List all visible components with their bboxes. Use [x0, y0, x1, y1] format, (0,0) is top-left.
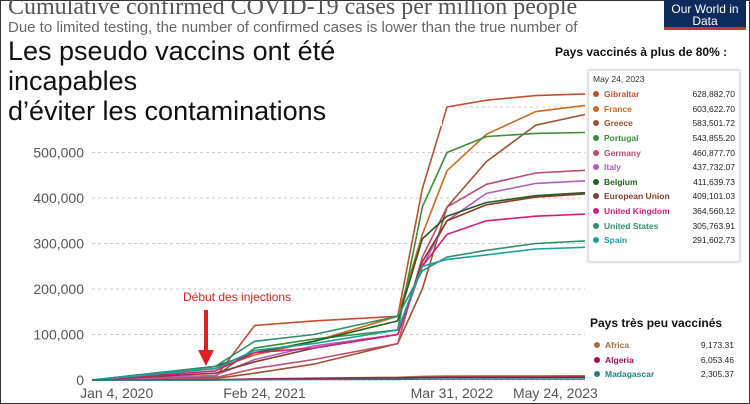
- y-tick-label: 0: [76, 372, 84, 388]
- overlay-line-1: Les pseudo vaccins ont été incapables: [8, 36, 336, 96]
- series-line-united-kingdom: [91, 213, 586, 381]
- legend-country-name: Africa: [605, 340, 630, 351]
- legend-country-value: 364,560.12: [692, 206, 735, 217]
- legend-dot-icon: [593, 193, 599, 200]
- series-line-european-union: [91, 193, 586, 381]
- legend-dot-icon: [594, 342, 600, 349]
- legend-country-value: 437,732.07: [692, 162, 735, 173]
- x-tick-label: Mar 31, 2022: [411, 385, 494, 401]
- legend-country-name: Gibraltar: [604, 89, 640, 100]
- vaccinated-legend-row[interactable]: Spain 291,602.73: [589, 233, 739, 248]
- legend-country-value: 628,882.70: [692, 89, 735, 100]
- x-tick-label: Feb 24, 2021: [223, 385, 306, 401]
- legend-dot-icon: [593, 135, 599, 142]
- legend-date: May 24, 2023: [593, 74, 645, 84]
- legend-dot-icon: [593, 222, 599, 229]
- low-vaccinated-legend: Africa 9,173.31 Algeria 6,053.46 Madagascar 2…: [590, 338, 738, 388]
- vaccinated-legend-row[interactable]: Italy 437,732.07: [589, 160, 739, 175]
- vaccinated-legend-row[interactable]: United Kingdom 364,560.12: [589, 204, 739, 219]
- legend-dot-icon: [594, 356, 600, 363]
- legend-country-value: 460,877.70: [692, 147, 735, 158]
- legend-country-name: Madagascar: [605, 369, 655, 380]
- legend-dot-icon: [593, 178, 599, 185]
- x-tick-label: May 24, 2023: [513, 385, 598, 401]
- legend-country-name: Greece: [604, 118, 633, 129]
- legend-dot-icon: [593, 149, 599, 156]
- legend-country-name: United States: [604, 220, 659, 231]
- vaccinated-legend-row[interactable]: Germany 460,877.70: [589, 145, 739, 160]
- legend-dot-icon: [593, 208, 599, 215]
- injection-annotation: Début des injections: [183, 290, 292, 304]
- x-tick-label: Jan 4, 2020: [80, 385, 153, 401]
- legend-country-value: 409,101.03: [692, 191, 735, 202]
- legend-country-name: United Kingdom: [604, 206, 670, 217]
- vaccinated-legend-heading: Pays vaccinés à plus de 80% :: [555, 45, 728, 59]
- vaccinated-legend-row[interactable]: Belgium 411,639.73: [589, 175, 739, 190]
- legend-country-name: European Union: [604, 191, 670, 202]
- owid-logo: Our World in Data: [664, 0, 746, 30]
- series-line-italy: [91, 180, 586, 381]
- legend-dot-icon: [593, 237, 599, 244]
- series-line-gibraltar: [91, 93, 586, 381]
- overlay-caption: Les pseudo vaccins ont été incapables d’…: [4, 36, 442, 126]
- legend-country-value: 305,763.91: [692, 220, 735, 231]
- vaccinated-legend-row[interactable]: United States 305,763.91: [589, 218, 739, 233]
- vaccinated-legend-row[interactable]: Portugal 543,855.20: [589, 131, 739, 146]
- low-vaccinated-legend-row[interactable]: Algeria 6,053.46: [590, 353, 738, 368]
- legend-country-value: 6,053.46: [700, 354, 734, 365]
- legend-dot-icon: [593, 120, 599, 127]
- legend-country-name: Portugal: [604, 133, 639, 144]
- vaccinated-legend: May 24, 2023 Gibraltar 628,882.70 France 60…: [588, 70, 740, 262]
- legend-country-value: 603,622.70: [692, 103, 735, 114]
- low-vaccinated-legend-row[interactable]: Africa 9,173.31: [590, 338, 738, 353]
- legend-country-name: Algeria: [605, 354, 634, 365]
- legend-country-value: 9,173.31: [700, 340, 734, 351]
- series-line-belgium: [91, 191, 586, 381]
- vaccinated-legend-row[interactable]: European Union 409,101.03: [589, 189, 739, 204]
- low-vaccinated-legend-row[interactable]: Madagascar 2,305.37: [590, 367, 738, 382]
- legend-country-name: Germany: [604, 147, 641, 158]
- legend-dot-icon: [594, 371, 600, 378]
- series-line-greece: [91, 113, 586, 381]
- vaccinated-legend-row[interactable]: Greece 583,501.72: [589, 116, 739, 131]
- series-line-madagascar: [92, 378, 585, 381]
- legend-country-name: Belgium: [604, 176, 638, 187]
- chart-title: Cumulative confirmed COVID-19 cases per …: [8, 0, 578, 20]
- low-vaccinated-legend-heading: Pays très peu vaccinés: [590, 316, 723, 330]
- legend-country-value: 2,305.37: [700, 369, 734, 380]
- vaccinated-legend-row[interactable]: Gibraltar 628,882.70: [589, 87, 739, 102]
- legend-country-name: France: [604, 103, 632, 114]
- vaccinated-legend-row[interactable]: France 603,622.70: [589, 102, 739, 117]
- y-tick-label: 100,000: [33, 327, 84, 343]
- legend-dot-icon: [593, 164, 599, 171]
- y-tick-label: 200,000: [33, 281, 84, 297]
- series-line-united-states: [91, 240, 586, 381]
- y-tick-label: 400,000: [33, 190, 84, 206]
- series-line-spain: [91, 246, 586, 381]
- chart-subtitle: Due to limited testing, the number of co…: [8, 19, 578, 35]
- legend-dot-icon: [593, 105, 599, 112]
- legend-country-value: 583,501.72: [692, 118, 735, 129]
- y-tick-label: 300,000: [33, 236, 84, 252]
- legend-country-value: 291,602.73: [692, 235, 735, 246]
- overlay-line-2: d’éviter les contaminations: [8, 96, 327, 126]
- injection-arrow-head: [198, 350, 214, 366]
- legend-country-name: Italy: [604, 162, 622, 173]
- legend-dot-icon: [593, 91, 599, 98]
- legend-country-name: Spain: [604, 235, 628, 246]
- legend-country-value: 411,639.73: [693, 176, 735, 187]
- y-tick-label: 500,000: [33, 145, 84, 161]
- legend-country-value: 543,855.20: [692, 133, 735, 144]
